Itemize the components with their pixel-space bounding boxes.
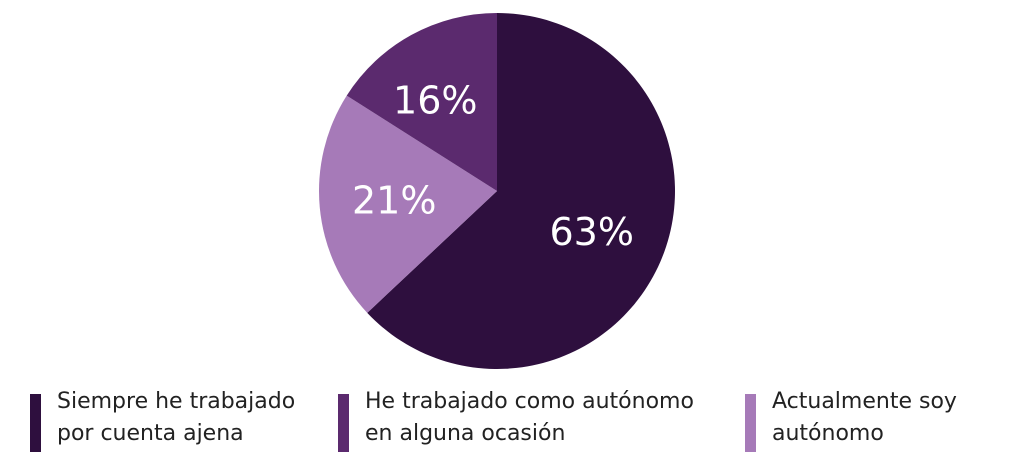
pie-slice-label-2: 16% xyxy=(393,79,477,123)
pie-slice-label-0: 63% xyxy=(550,210,634,254)
pie-slice-1 xyxy=(319,95,497,313)
legend-label-actualmente-autonomo: Actualmente soy autónomo xyxy=(772,389,957,446)
legend-label-autonomo-alguna-ocasion: He trabajado como autónomo en alguna oca… xyxy=(365,389,694,446)
pie-slice-0 xyxy=(367,13,675,369)
legend-label-siempre-cuenta-ajena: Siempre he trabajado por cuenta ajena xyxy=(57,389,296,446)
pie-slice-label-1: 21% xyxy=(352,179,436,223)
legend-item-autonomo-alguna-ocasion: He trabajado como autónomo en alguna oca… xyxy=(338,386,694,452)
legend-swatch-autonomo-alguna-ocasion xyxy=(338,394,349,452)
legend-item-siempre-cuenta-ajena: Siempre he trabajado por cuenta ajena xyxy=(30,386,295,452)
legend-swatch-siempre-cuenta-ajena xyxy=(30,394,41,452)
legend-item-actualmente-autonomo: Actualmente soy autónomo xyxy=(745,386,957,452)
legend-swatch-actualmente-autonomo xyxy=(745,394,756,452)
pie-slice-2 xyxy=(346,13,497,191)
